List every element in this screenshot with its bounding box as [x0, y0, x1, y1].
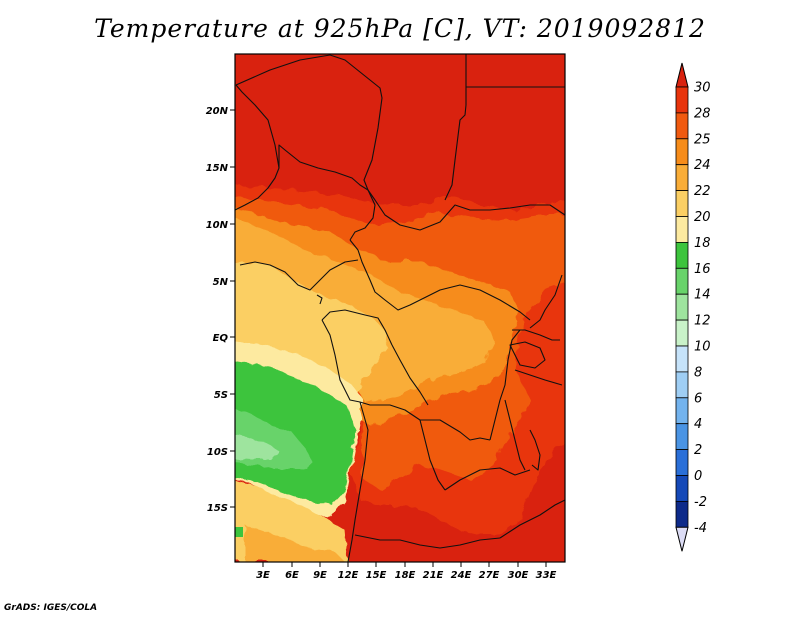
field-20-22 — [235, 262, 388, 395]
border-zambia-zimbabwe — [499, 499, 566, 539]
lon-label-15e: 15E — [366, 570, 387, 581]
lon-label-27e: 27E — [479, 570, 500, 581]
colorbar-bin — [675, 112, 689, 140]
colorbar-bin — [675, 319, 689, 347]
colorbar-bin — [675, 423, 689, 451]
border-congo-drc — [391, 344, 429, 406]
lat-label-20n: 20N — [206, 106, 229, 117]
colorbar-label: 14 — [694, 288, 711, 303]
border-southsudan-east — [529, 274, 563, 329]
border-tanzania — [514, 369, 563, 386]
lat-label-10n: 10N — [206, 220, 229, 231]
field-12-14 — [235, 433, 280, 460]
colorbar-bin — [675, 500, 689, 528]
colorbar-bin — [675, 138, 689, 166]
border-mali-algeria — [235, 84, 280, 169]
colorbar-bin — [675, 267, 689, 295]
country-borders — [234, 54, 566, 563]
border-chad-car — [367, 189, 566, 231]
lon-label-6e: 6E — [285, 570, 299, 581]
colorbar-label: 16 — [694, 262, 711, 277]
lake-malawi — [529, 429, 541, 471]
field-16-18 — [235, 361, 356, 505]
colorbar-label: -4 — [694, 521, 707, 536]
coast-gulf-guinea — [239, 259, 359, 291]
colorbar-label: 10 — [694, 340, 711, 355]
field-16-18-patch — [235, 527, 243, 537]
colorbar-bin — [675, 164, 689, 191]
colorbar-label: 20 — [694, 210, 711, 225]
lat-label-5n: 5N — [213, 277, 229, 288]
colorbar-label: 0 — [694, 469, 702, 484]
colorbar-label: 4 — [694, 417, 702, 432]
lat-label-15n: 15N — [206, 163, 229, 174]
colorbar-bin — [675, 397, 689, 425]
border-zambia-drc — [444, 467, 531, 491]
border-angola-namibia — [354, 534, 501, 549]
colorbar-label: 22 — [694, 184, 711, 199]
border-angola-zambia — [419, 419, 446, 491]
border-niger-libya — [235, 54, 383, 191]
lon-label-18e: 18E — [395, 570, 416, 581]
border-car-congo — [349, 239, 531, 321]
colorbar-label: 18 — [694, 236, 711, 251]
colorbar-label: 6 — [694, 391, 702, 406]
lake-tanganyika-shore — [504, 399, 526, 471]
colorbar-label: 30 — [694, 81, 711, 96]
border-gabon-congo — [321, 309, 393, 346]
coast-gabon — [321, 319, 361, 403]
colorbar-label: 28 — [694, 106, 711, 121]
colorbar-bin — [675, 475, 689, 502]
colorbar-bin — [675, 449, 689, 476]
chart-title: Temperature at 925hPa [C], VT: 201909281… — [94, 14, 706, 43]
border-sahel-west — [234, 144, 376, 241]
lake-victoria — [509, 341, 546, 369]
colorbar-bin — [675, 190, 689, 217]
colorbar-bin — [675, 371, 689, 399]
lat-label-eq: EQ — [213, 333, 229, 344]
border-drc-east — [489, 329, 521, 441]
colorbar-bin — [675, 86, 689, 114]
lon-label-21e: 21E — [423, 570, 444, 581]
coast-angola — [347, 401, 369, 563]
colorbar-lower-arrow — [675, 526, 689, 552]
lat-ticks — [230, 109, 235, 508]
bioko-island — [316, 294, 323, 305]
border-uganda-kenya — [512, 329, 560, 341]
lat-label-15s: 15S — [207, 503, 228, 514]
lon-label-9e: 9E — [313, 570, 327, 581]
colorbar-upper-arrow — [675, 62, 689, 88]
colorbar-label: 24 — [694, 158, 711, 173]
colorbar-label: 12 — [694, 314, 711, 329]
lat-label-5s: 5S — [214, 390, 228, 401]
border-chad-sudan — [444, 54, 467, 201]
lat-label-10s: 10S — [207, 447, 228, 458]
border-angola-drc — [359, 401, 491, 441]
lon-label-12e: 12E — [338, 570, 359, 581]
lon-labels: 3E 6E 9E 12E 15E 18E 21E 24E 27E 30E 33E — [256, 570, 556, 581]
colorbar-bin — [675, 216, 689, 243]
colorbar-label: -2 — [694, 495, 707, 510]
map-frame — [234, 53, 566, 563]
colorbar-bin — [675, 241, 689, 269]
colorbar-bin — [675, 345, 689, 373]
lon-label-33e: 33E — [536, 570, 557, 581]
field-22-24-south — [245, 525, 345, 562]
lon-ticks — [262, 562, 547, 567]
lon-label-24e: 24E — [451, 570, 472, 581]
lat-labels: 20N 15N 10N 5N EQ 5S 10S 15S — [206, 106, 229, 514]
grads-credit: GrADS: IGES/COLA — [4, 603, 98, 613]
colorbar-label: 25 — [694, 132, 711, 147]
field-22-24 — [235, 217, 495, 402]
colorbar-bin — [675, 293, 689, 321]
lon-label-30e: 30E — [508, 570, 529, 581]
lon-label-3e: 3E — [256, 570, 270, 581]
colorbar-label: 8 — [694, 365, 702, 380]
colorbar-label: 2 — [694, 443, 702, 458]
